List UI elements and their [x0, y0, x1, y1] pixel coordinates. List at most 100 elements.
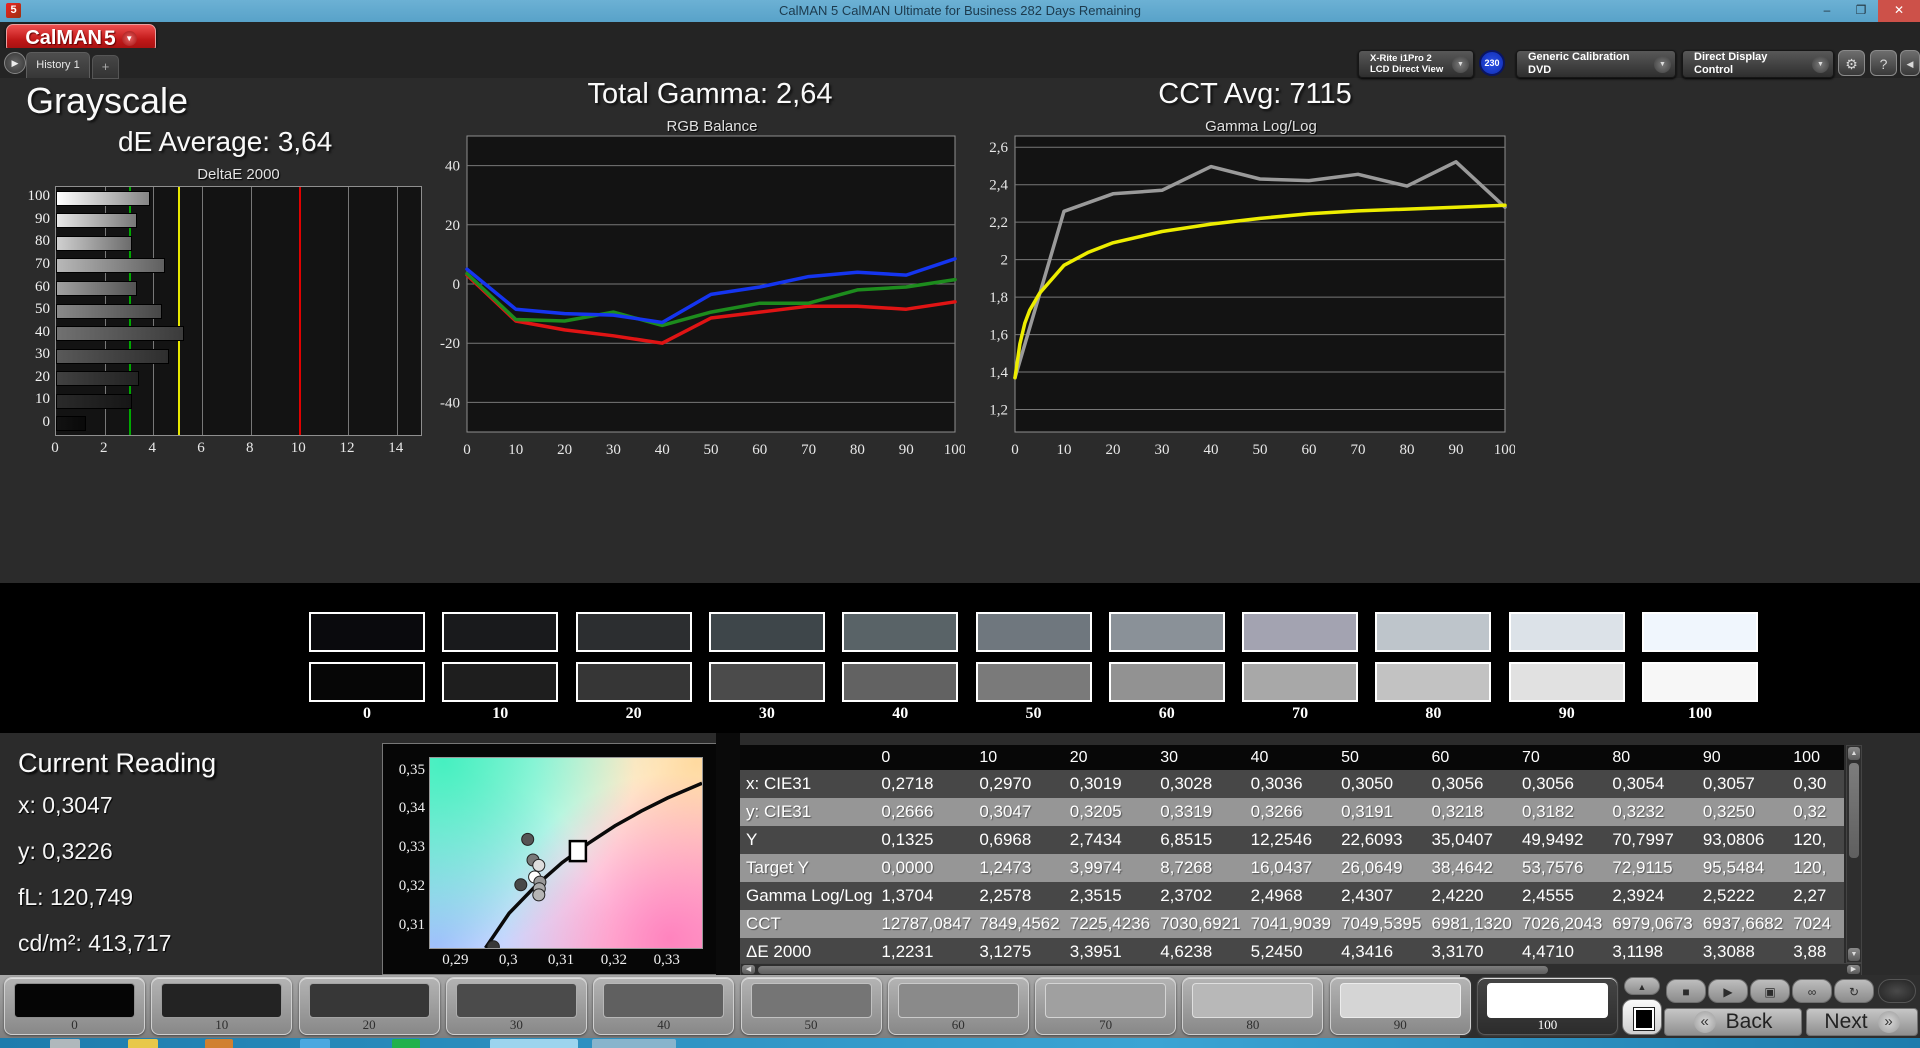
- taskbar-icon[interactable]: [205, 1039, 233, 1048]
- vscroll-thumb[interactable]: [1849, 763, 1859, 858]
- close-button[interactable]: ✕: [1878, 0, 1920, 22]
- scroll-down-icon[interactable]: ▼: [1848, 948, 1860, 961]
- actual-swatch: [1508, 612, 1625, 652]
- patch-swatch: [1045, 983, 1167, 1018]
- pattern-patch-button[interactable]: 10: [151, 977, 293, 1035]
- scroll-right-icon[interactable]: ▶: [1847, 965, 1860, 974]
- table-cell: 2,3924: [1606, 882, 1697, 910]
- windows-taskbar[interactable]: [0, 1038, 1920, 1048]
- patch-label: 10: [215, 1017, 229, 1032]
- taskbar-icon[interactable]: [128, 1039, 158, 1048]
- table-column-header: 20: [1063, 745, 1155, 770]
- source-dropdown-arrow-icon[interactable]: ▼: [1654, 55, 1671, 73]
- page-title: Grayscale: [26, 80, 189, 121]
- pattern-patch-button[interactable]: 50: [740, 977, 882, 1035]
- table-row: Gamma Log/Log 1,3704 2,2578 2,3515 2,3702 2,4…: [740, 882, 1844, 910]
- table-cell: 0,2970: [973, 770, 1064, 798]
- pattern-patch-button[interactable]: 90: [1329, 977, 1471, 1035]
- cie-ytick-label: 0,31: [398, 916, 425, 933]
- tab-history-1[interactable]: History 1: [26, 52, 90, 78]
- meter-dropdown-arrow-icon[interactable]: ▼: [1452, 55, 1469, 73]
- tab-scroll-button[interactable]: ▶: [4, 52, 26, 74]
- table-cell: 7026,2043: [1515, 910, 1607, 938]
- table-cell: 2,7434: [1063, 826, 1155, 854]
- meter-line1: X-Rite i1Pro 2: [1370, 52, 1432, 64]
- swatch-column-label: 20: [625, 705, 642, 722]
- table-cell: 6937,6682: [1696, 910, 1788, 938]
- svg-text:1,2: 1,2: [989, 403, 1008, 419]
- table-cell: 0,3057: [1696, 770, 1788, 798]
- back-button[interactable]: « Back: [1664, 1008, 1802, 1036]
- logo-dropdown-icon[interactable]: ▼: [121, 31, 137, 46]
- svg-text:1,8: 1,8: [989, 290, 1008, 306]
- cie-plot: [429, 757, 703, 949]
- display-control-label: Direct Display Control: [1694, 50, 1768, 76]
- table-cell: 7030,6921: [1154, 910, 1245, 938]
- pattern-window-button[interactable]: ▣: [1750, 979, 1790, 1003]
- maximize-button[interactable]: ❐: [1855, 3, 1867, 17]
- help-icon[interactable]: ?: [1870, 50, 1897, 76]
- title-bar: 5 CalMAN 5 CalMAN Ultimate for Business …: [0, 0, 1920, 22]
- deltae-bar: [56, 416, 86, 432]
- svg-text:70: 70: [1351, 442, 1366, 458]
- source-dropdown[interactable]: Generic Calibration DVD ▼: [1516, 50, 1676, 78]
- scroll-up-icon[interactable]: ▲: [1848, 747, 1860, 760]
- de-average: dE Average: 3,64: [118, 126, 333, 157]
- table-cell: 7049,5395: [1335, 910, 1426, 938]
- next-button[interactable]: Next »: [1806, 1008, 1918, 1036]
- source-label: Generic Calibration DVD: [1528, 50, 1630, 76]
- patch-label: 100: [1537, 1017, 1558, 1032]
- scroll-left-icon[interactable]: ◀: [742, 965, 755, 974]
- hscroll-thumb[interactable]: [758, 966, 1548, 974]
- swatch-column-label: 90: [1558, 705, 1575, 722]
- luminance-badge[interactable]: 230: [1479, 50, 1505, 76]
- meter-dropdown[interactable]: X-Rite i1Pro 2 LCD Direct View ▼: [1358, 50, 1474, 78]
- pattern-patch-button[interactable]: 80: [1182, 977, 1324, 1035]
- stop-button[interactable]: ■: [1666, 979, 1706, 1003]
- pattern-patch-button[interactable]: 20: [298, 977, 440, 1035]
- pattern-up-button[interactable]: ▲: [1624, 977, 1660, 995]
- deltae-xtick-label: 8: [245, 440, 254, 456]
- table-row-label: CCT: [740, 910, 876, 938]
- pattern-patch-button[interactable]: 30: [445, 977, 587, 1035]
- table-row: ΔE 2000 1,2231 3,1275 3,3951 4,6238 5,2450 4,3…: [740, 938, 1844, 963]
- pattern-window-toggle[interactable]: [1622, 999, 1662, 1035]
- loop-button[interactable]: ∞: [1792, 979, 1832, 1003]
- add-tab-button[interactable]: +: [92, 55, 119, 79]
- patch-swatch: [1487, 983, 1608, 1018]
- target-swatch: [1108, 662, 1225, 702]
- patch-label: 0: [71, 1017, 78, 1032]
- minimize-button[interactable]: –: [1823, 3, 1831, 17]
- table-cell: 8,7268: [1154, 854, 1245, 882]
- taskbar-icon[interactable]: [300, 1039, 330, 1048]
- table-cell: 16,0437: [1244, 854, 1336, 882]
- pattern-patch-button[interactable]: 40: [593, 977, 735, 1035]
- svg-text:2,2: 2,2: [989, 215, 1008, 231]
- patch-swatch: [603, 983, 725, 1018]
- target-swatch: [842, 662, 959, 702]
- pattern-patch-button[interactable]: 60: [887, 977, 1029, 1035]
- cie-ytick-label: 0,33: [398, 839, 425, 856]
- deltae-xtick-label: 10: [290, 440, 306, 456]
- meter-status-oval[interactable]: [1878, 979, 1916, 1003]
- actual-swatch: [309, 612, 425, 652]
- display-dropdown-arrow-icon[interactable]: ▼: [1812, 55, 1829, 73]
- pattern-patch-button[interactable]: 100: [1477, 977, 1618, 1035]
- actual-swatch: [1242, 612, 1359, 652]
- refresh-button[interactable]: ↻: [1834, 979, 1874, 1003]
- deltae-gridline: [202, 187, 203, 435]
- deltae-bar: [56, 303, 162, 319]
- taskbar-icon[interactable]: [490, 1039, 578, 1048]
- play-button[interactable]: ▶: [1708, 979, 1748, 1003]
- pattern-patch-button[interactable]: 0: [4, 977, 145, 1035]
- taskbar-icon[interactable]: [392, 1039, 420, 1048]
- pattern-patch-button[interactable]: 70: [1035, 977, 1177, 1035]
- taskbar-icon[interactable]: [592, 1039, 676, 1048]
- table-vertical-scrollbar[interactable]: ▲ ▼: [1846, 745, 1862, 963]
- swatch-column-label: 60: [1158, 705, 1175, 722]
- collapse-panel-icon[interactable]: ◀: [1900, 50, 1920, 76]
- taskbar-icon[interactable]: [50, 1039, 80, 1048]
- settings-gear-icon[interactable]: ⚙: [1838, 50, 1865, 76]
- display-control-dropdown[interactable]: Direct Display Control ▼: [1682, 50, 1834, 78]
